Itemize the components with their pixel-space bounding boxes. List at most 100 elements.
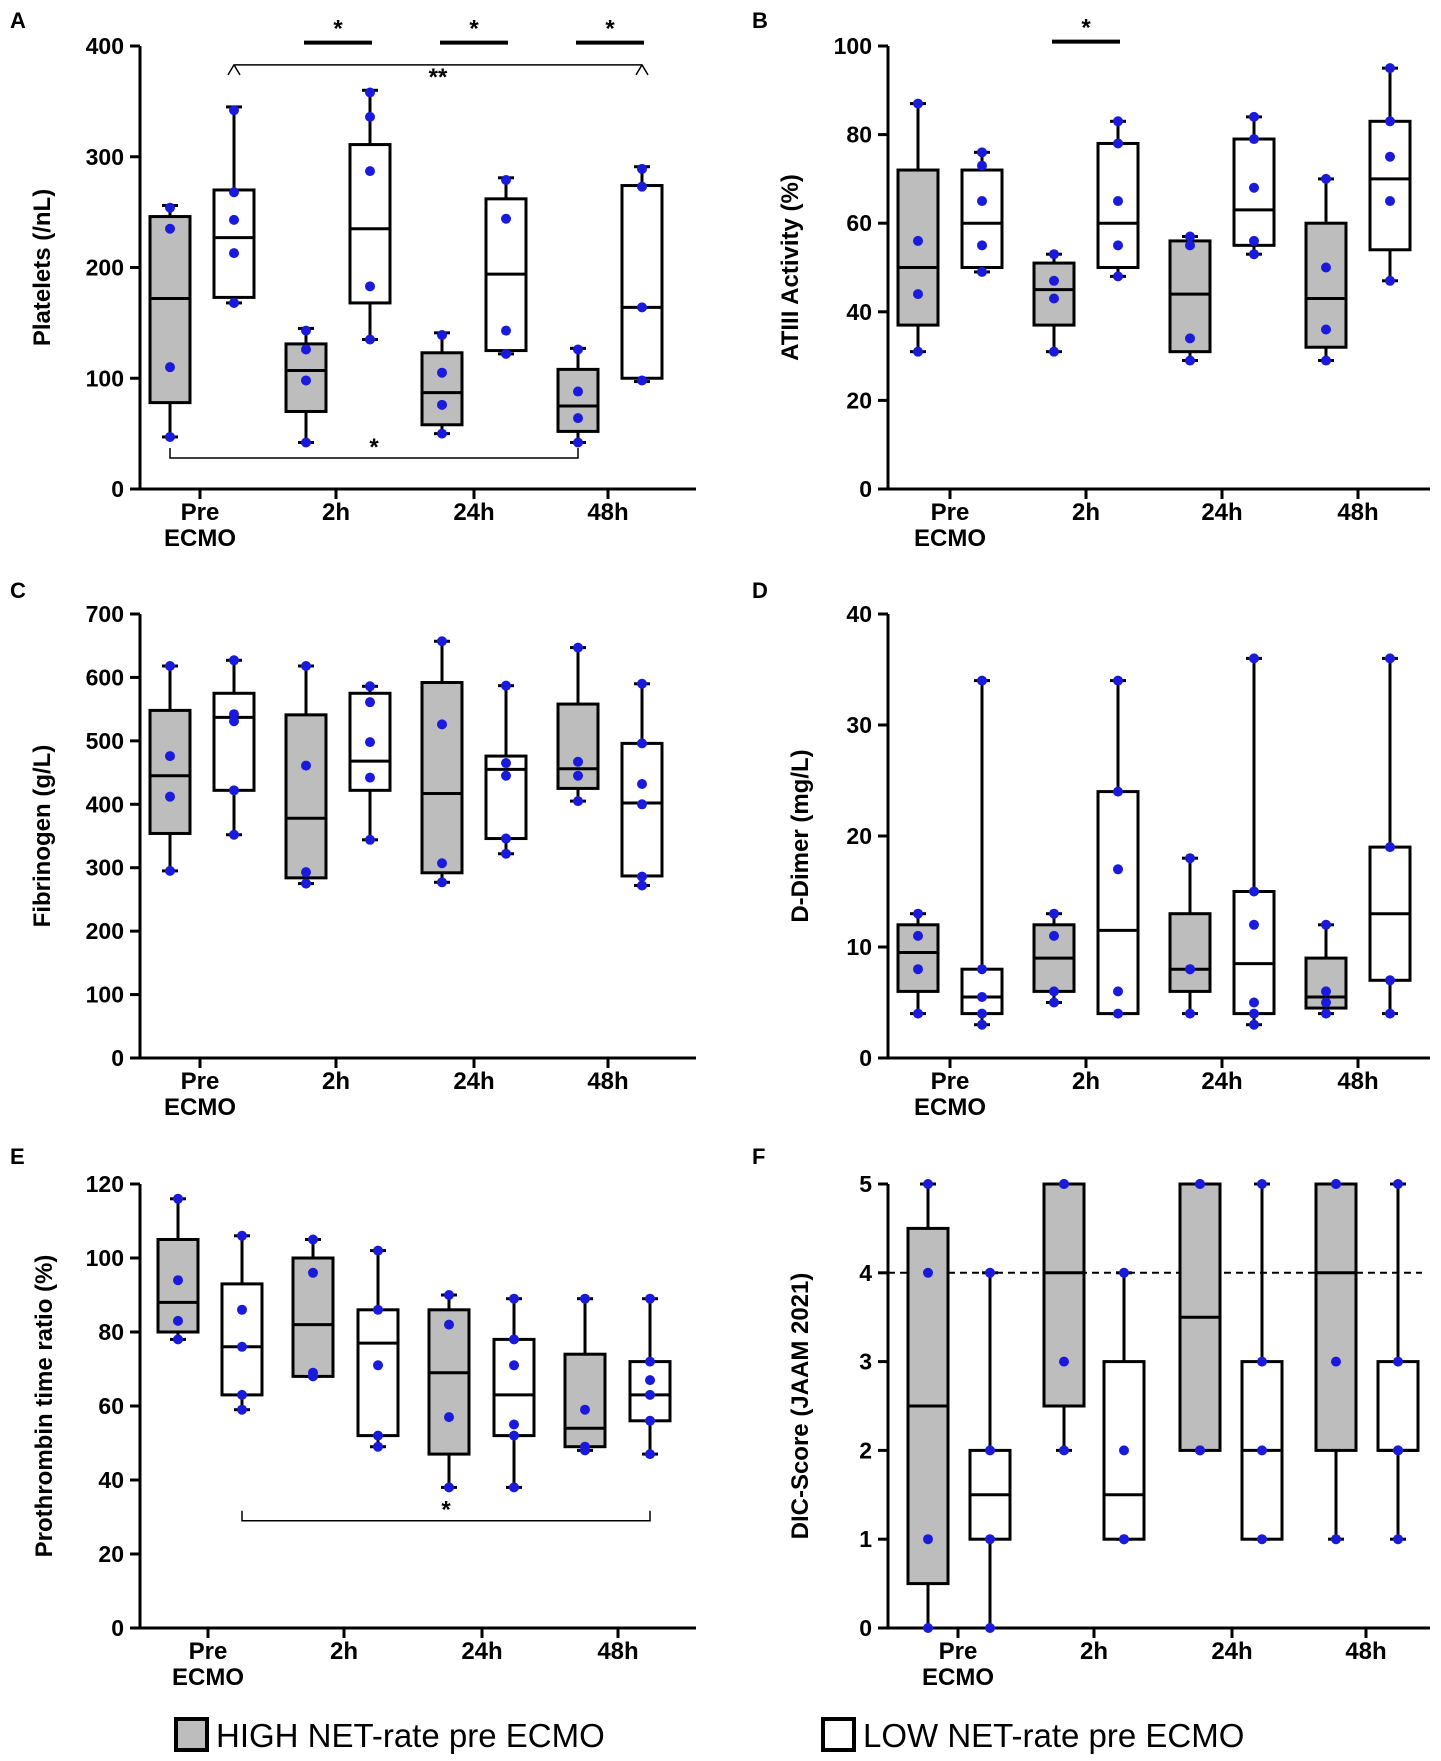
box-high-0 bbox=[156, 1193, 200, 1345]
y-tick-label: 20 bbox=[98, 1541, 124, 1567]
data-point bbox=[437, 399, 447, 410]
x-tick-label: 24h bbox=[1201, 1068, 1242, 1095]
data-point bbox=[1393, 1179, 1403, 1189]
x-tick-label: 24h bbox=[461, 1638, 502, 1665]
data-point bbox=[229, 297, 239, 308]
data-point bbox=[1257, 1356, 1267, 1367]
y-axis-label: DIC-Score (JAAM 2021) bbox=[787, 1273, 814, 1540]
data-point bbox=[501, 680, 511, 691]
data-point bbox=[437, 367, 447, 378]
data-point bbox=[1393, 1356, 1403, 1367]
data-point bbox=[301, 878, 311, 889]
x-tick-label: ECMO bbox=[922, 1664, 994, 1691]
y-tick-label: 0 bbox=[111, 1615, 124, 1641]
data-point bbox=[573, 386, 583, 397]
data-point bbox=[301, 375, 311, 386]
data-point bbox=[365, 166, 375, 177]
y-tick-label: 400 bbox=[86, 791, 124, 817]
data-point bbox=[501, 833, 511, 844]
data-point bbox=[645, 1356, 655, 1367]
data-point bbox=[165, 362, 175, 373]
x-tick-label: Pre bbox=[181, 1068, 220, 1095]
significance-label: * bbox=[369, 434, 379, 461]
data-point bbox=[977, 266, 987, 277]
data-point bbox=[1113, 675, 1123, 686]
data-point bbox=[237, 1404, 247, 1415]
data-point bbox=[1113, 1008, 1123, 1019]
data-point bbox=[573, 437, 583, 448]
box-high-2 bbox=[1168, 231, 1212, 366]
data-point bbox=[165, 865, 175, 876]
data-point bbox=[165, 202, 175, 213]
box-high-3 bbox=[1314, 1179, 1358, 1545]
y-tick-label: 20 bbox=[846, 823, 872, 849]
data-point bbox=[301, 437, 311, 448]
data-point bbox=[1385, 196, 1395, 207]
y-tick-label: 300 bbox=[86, 855, 124, 881]
data-point bbox=[977, 1008, 987, 1019]
data-point bbox=[923, 1179, 933, 1189]
data-point bbox=[1113, 786, 1123, 797]
data-point bbox=[444, 1319, 454, 1330]
data-point bbox=[1385, 63, 1395, 74]
data-point bbox=[573, 344, 583, 355]
data-point bbox=[913, 289, 923, 300]
significance-bracket bbox=[241, 1510, 651, 1522]
box-high-2 bbox=[427, 1290, 471, 1493]
box-iqr bbox=[563, 1352, 607, 1449]
data-point bbox=[1249, 134, 1259, 145]
data-point bbox=[977, 160, 987, 171]
box-iqr bbox=[1314, 1182, 1358, 1452]
x-tick-label: 48h bbox=[1337, 1068, 1378, 1095]
box-iqr bbox=[1368, 119, 1412, 252]
data-point bbox=[1321, 919, 1331, 930]
y-tick-label: 600 bbox=[86, 664, 124, 690]
data-point bbox=[913, 235, 923, 246]
y-tick-label: 300 bbox=[86, 144, 124, 170]
data-point bbox=[301, 760, 311, 771]
box-iqr bbox=[220, 1282, 264, 1397]
x-tick-label: 2h bbox=[322, 499, 350, 526]
data-point bbox=[501, 325, 511, 336]
significance-marker: * bbox=[241, 1497, 651, 1524]
data-point bbox=[1249, 919, 1259, 930]
box-iqr bbox=[148, 708, 192, 835]
data-point bbox=[308, 1267, 318, 1278]
data-point bbox=[637, 871, 647, 882]
box-low-3 bbox=[1376, 1179, 1420, 1545]
panel-label-A: A bbox=[10, 8, 26, 33]
data-point bbox=[1113, 138, 1123, 149]
data-point bbox=[1321, 986, 1331, 997]
data-point bbox=[1385, 151, 1395, 162]
data-point bbox=[509, 1334, 519, 1345]
data-point bbox=[229, 655, 239, 666]
data-point bbox=[1385, 653, 1395, 664]
box-low-1 bbox=[1096, 116, 1140, 282]
data-point bbox=[913, 908, 923, 919]
x-tick-label: 48h bbox=[587, 499, 628, 526]
box-iqr bbox=[1232, 890, 1276, 1016]
panel-C: C Fibrinogen (g/L) 0 100 200 300 400 500 600 700 P… bbox=[10, 578, 696, 1121]
y-tick-label: 40 bbox=[846, 601, 872, 627]
data-point bbox=[985, 1534, 995, 1545]
data-point bbox=[437, 428, 447, 439]
panel-label-C: C bbox=[10, 578, 26, 603]
data-point bbox=[365, 334, 375, 345]
data-point bbox=[1249, 997, 1259, 1008]
box-low-0 bbox=[212, 655, 256, 840]
box-low-1 bbox=[1096, 675, 1140, 1019]
y-tick-label: 100 bbox=[86, 1245, 124, 1271]
panel-E: E Prothrombin time ratio (%) 0 20 40 60 80 100 1… bbox=[10, 1144, 696, 1691]
y-tick-label: 30 bbox=[846, 712, 872, 738]
box-iqr bbox=[356, 1308, 400, 1438]
data-point bbox=[501, 770, 511, 781]
box-high-2 bbox=[1178, 1179, 1222, 1456]
data-point bbox=[913, 346, 923, 357]
data-point bbox=[173, 1275, 183, 1286]
data-point bbox=[1113, 271, 1123, 282]
significance-label: * bbox=[469, 16, 479, 43]
box-iqr bbox=[620, 184, 664, 380]
box-iqr bbox=[427, 1308, 471, 1456]
data-point bbox=[1385, 1008, 1395, 1019]
